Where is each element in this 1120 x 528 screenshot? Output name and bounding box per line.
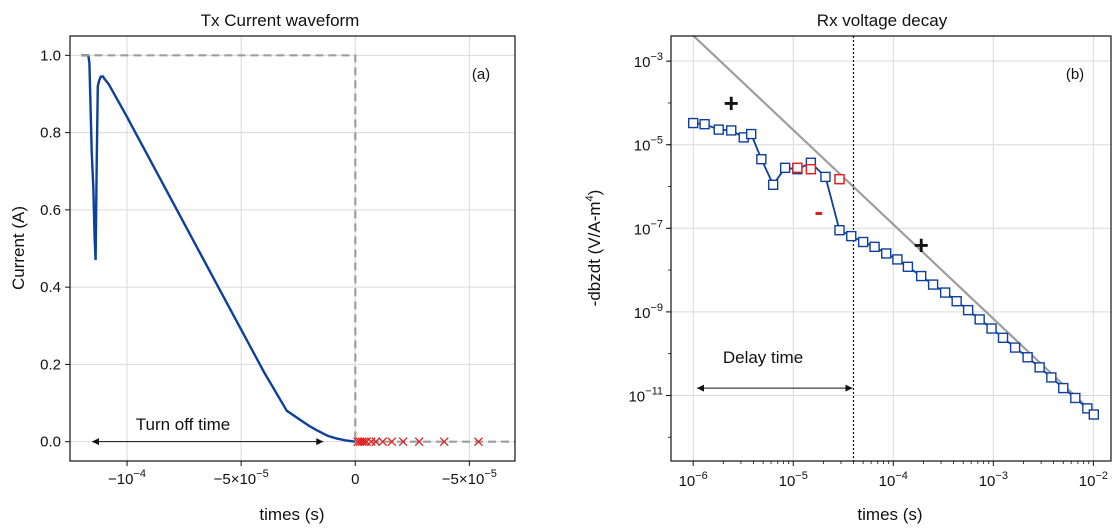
chart-b-measured-marker xyxy=(1034,362,1045,373)
chart-a-gate-marker xyxy=(398,437,408,447)
chart-b-y-tick-label: 10−3 xyxy=(634,51,663,71)
chart-b-measured-marker xyxy=(1070,392,1081,404)
chart-b-x-tick-label: 10−5 xyxy=(779,470,808,490)
chart-b-xlabel: times (s) xyxy=(857,505,922,524)
chart-b-y-tick-label: 10−7 xyxy=(634,218,663,238)
turn-off-time-arrowhead-left xyxy=(92,438,99,446)
chart-b-measured-marker xyxy=(1082,403,1093,414)
chart-b-sign-label: + xyxy=(724,88,739,118)
chart-a-series xyxy=(81,54,515,443)
chart-b-measured-marker xyxy=(892,254,903,265)
chart-b-y-tick-label: 10−5 xyxy=(634,135,663,155)
chart-b-measured-marker xyxy=(902,261,914,272)
chart-b-panel-label: (b) xyxy=(1066,66,1084,83)
chart-b-measured-marker xyxy=(746,128,757,140)
chart-b-measured-marker xyxy=(1058,382,1069,394)
chart-b-negative-marker xyxy=(805,163,817,175)
chart-a-annotation: Turn off time xyxy=(92,415,324,446)
chart-a-gate-marker xyxy=(378,437,388,447)
chart-a-title: Tx Current waveform xyxy=(201,11,360,30)
chart-b-measured-marker xyxy=(1046,372,1057,383)
chart-b-sign-labels: + - + xyxy=(724,88,929,260)
chart-a-x-tick-label: 0 xyxy=(351,471,359,488)
chart-b: Rx voltage decay 10−6 10−5 10−4 10−3 10−210−… xyxy=(584,11,1112,524)
chart-b-measured-marker xyxy=(713,124,724,135)
chart-b-measured-marker xyxy=(846,230,857,242)
chart-b-measured-marker xyxy=(974,314,985,325)
chart-a-xlabel: times (s) xyxy=(259,505,324,524)
chart-b-measured-marker xyxy=(726,125,737,136)
chart-b-measured-marker xyxy=(927,279,939,290)
chart-b-ylabel: -dbzdt (V/A-m4) xyxy=(584,190,604,307)
chart-b-negative-marker xyxy=(834,173,845,185)
chart-b-measured-marker xyxy=(869,241,880,253)
chart-a-y-tick-label: 0.0 xyxy=(40,434,61,451)
chart-b-negative-marker xyxy=(792,162,803,174)
chart-b-frame xyxy=(670,35,1112,462)
chart-a-ylabel: Current (A) xyxy=(9,206,28,290)
chart-b-measured-marker xyxy=(1009,342,1021,353)
chart-b-measured-marker xyxy=(881,248,892,259)
chart-b-title: Rx voltage decay xyxy=(817,11,948,30)
chart-b-measured-marker xyxy=(939,287,951,298)
chart-b-x-tick-label: 10−3 xyxy=(979,470,1008,490)
chart-a-gate-marker xyxy=(439,437,449,447)
chart-b-reference-line xyxy=(692,34,1095,415)
chart-a-x-tick-label: −5×10−5 xyxy=(214,468,269,488)
chart-b-sign-label: + xyxy=(914,230,929,260)
chart-a-ideal-waveform-line xyxy=(81,54,515,443)
chart-b-measured-marker xyxy=(779,162,791,174)
chart-b-y-tick-label: 10−11 xyxy=(628,385,663,405)
chart-b-measured-marker xyxy=(699,118,710,130)
chart-b-measured-marker xyxy=(1088,409,1100,420)
chart-b-x-tick-label: 10−4 xyxy=(879,470,908,490)
chart-a-y-tick-label: 1.0 xyxy=(40,47,61,64)
turn-off-time-label: Turn off time xyxy=(136,415,230,434)
chart-a: Tx Current waveform −10−4 −5×10−5 0 −5×10−5… xyxy=(9,11,516,524)
delay-time-arrowhead-right xyxy=(845,384,853,392)
chart-a-y-tick-label: 0.4 xyxy=(40,279,61,296)
chart-a-y-tick-label: 0.2 xyxy=(40,356,61,373)
chart-b-y-tick-label: 10−9 xyxy=(634,302,663,322)
chart-b-annotation: Delay time xyxy=(697,348,853,392)
chart-b-measured-marker xyxy=(820,171,831,183)
chart-b-measured-marker xyxy=(834,225,845,236)
chart-b-measured-marker xyxy=(986,323,997,334)
chart-b-measured-marker xyxy=(767,179,779,190)
chart-b-sign-label: - xyxy=(814,196,823,226)
chart-b-grid xyxy=(671,36,1111,461)
chart-b-measured-marker xyxy=(951,296,962,307)
chart-b-x-tick-label: 10−6 xyxy=(679,470,708,490)
chart-a-ticks: −10−4 −5×10−5 0 −5×10−5 0.0 0.2 0.4 0.6 0.8 1.0 xyxy=(40,47,497,488)
chart-a-gate-marker xyxy=(474,437,483,447)
chart-b-measured-marker xyxy=(962,304,974,316)
chart-a-waveform-line xyxy=(81,54,356,443)
chart-a-gate-marker xyxy=(371,437,381,447)
chart-b-measured-marker xyxy=(1022,352,1033,363)
chart-b-measured-marker xyxy=(687,117,699,129)
chart-a-x-tick-label: −10−4 xyxy=(108,468,146,488)
chart-a-grid xyxy=(70,36,515,461)
turn-off-time-arrowhead-right xyxy=(316,438,324,446)
chart-a-gate-marker xyxy=(359,437,369,447)
chart-a-frame xyxy=(69,35,516,462)
delay-time-label: Delay time xyxy=(723,348,803,367)
chart-b-measured-marker xyxy=(857,236,869,248)
chart-b-series xyxy=(687,34,1100,461)
chart-a-gate-marker xyxy=(387,437,397,447)
delay-time-arrowhead-left xyxy=(697,384,704,392)
chart-a-y-tick-label: 0.8 xyxy=(40,125,61,142)
chart-a-gate-marker xyxy=(414,437,424,447)
chart-a-y-tick-label: 0.6 xyxy=(40,202,61,219)
chart-b-measured-marker xyxy=(915,270,927,282)
chart-a-x-tick-label: −5×10−5 xyxy=(442,468,497,488)
chart-b-x-tick-label: 10−2 xyxy=(1079,470,1108,490)
chart-b-measured-marker xyxy=(997,332,1009,343)
chart-b-measured-marker xyxy=(756,154,767,165)
chart-a-gate-markers xyxy=(353,437,483,447)
chart-a-panel-label: (a) xyxy=(472,66,490,83)
chart-b-ticks: 10−6 10−5 10−4 10−3 10−2 10−11 10−9 10−7 10−5 10−… xyxy=(628,51,1108,490)
